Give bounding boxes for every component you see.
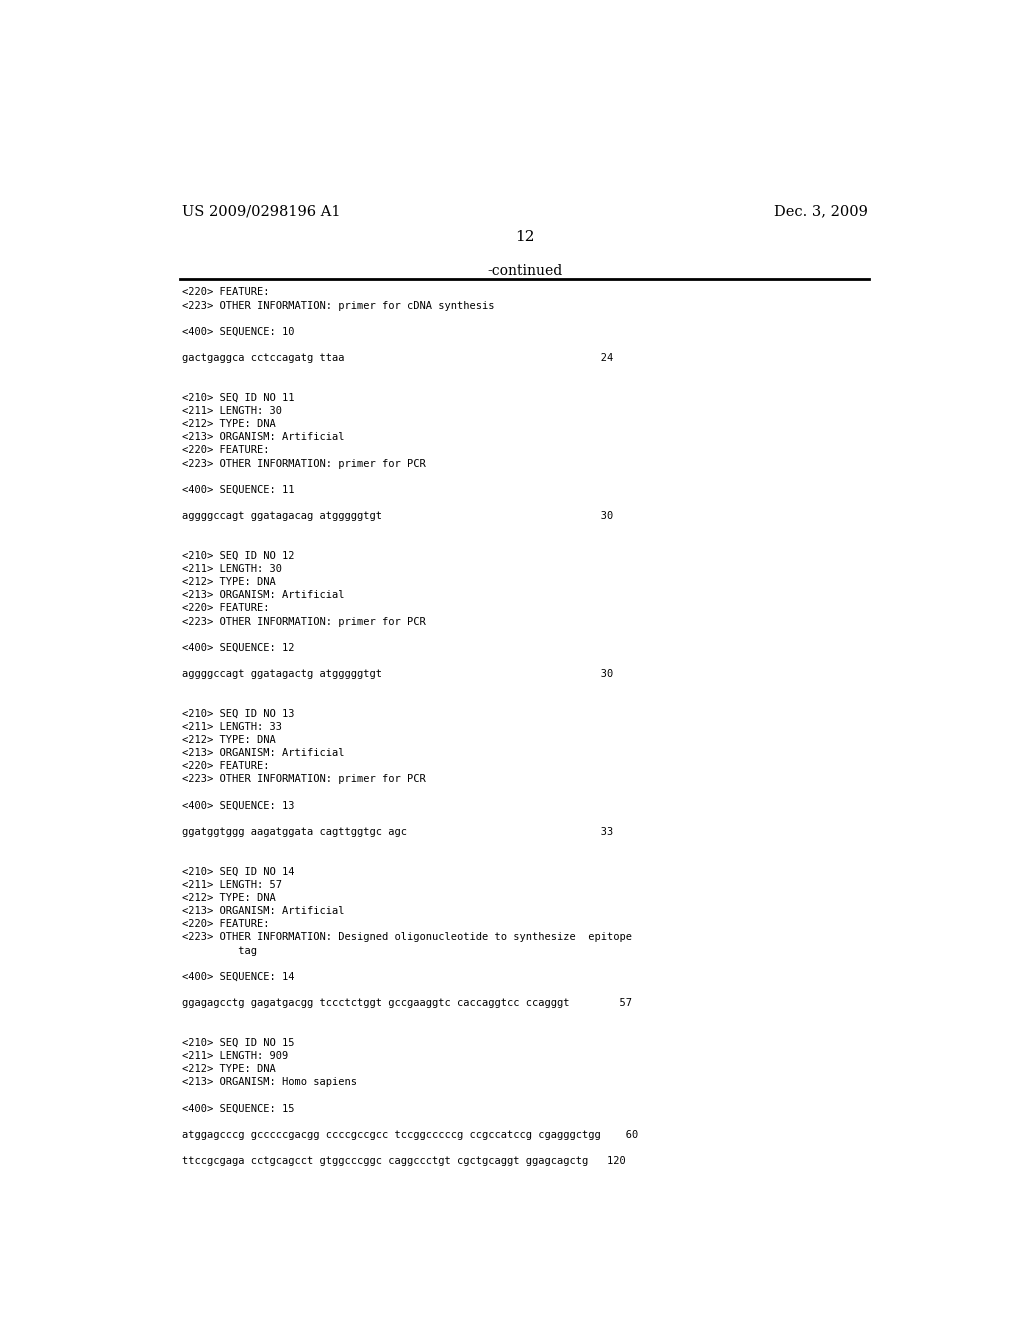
Text: <211> LENGTH: 30: <211> LENGTH: 30: [182, 564, 282, 574]
Text: <212> TYPE: DNA: <212> TYPE: DNA: [182, 1064, 275, 1074]
Text: aggggccagt ggatagactg atgggggtgt                                   30: aggggccagt ggatagactg atgggggtgt 30: [182, 669, 613, 680]
Text: ggagagcctg gagatgacgg tccctctggt gccgaaggtc caccaggtcc ccagggt        57: ggagagcctg gagatgacgg tccctctggt gccgaag…: [182, 998, 632, 1008]
Text: US 2009/0298196 A1: US 2009/0298196 A1: [182, 205, 340, 218]
Text: <212> TYPE: DNA: <212> TYPE: DNA: [182, 892, 275, 903]
Text: <400> SEQUENCE: 15: <400> SEQUENCE: 15: [182, 1104, 295, 1114]
Text: <400> SEQUENCE: 14: <400> SEQUENCE: 14: [182, 972, 295, 982]
Text: <210> SEQ ID NO 11: <210> SEQ ID NO 11: [182, 393, 295, 403]
Text: <220> FEATURE:: <220> FEATURE:: [182, 762, 269, 771]
Text: <212> TYPE: DNA: <212> TYPE: DNA: [182, 577, 275, 587]
Text: <211> LENGTH: 909: <211> LENGTH: 909: [182, 1051, 288, 1061]
Text: <223> OTHER INFORMATION: primer for PCR: <223> OTHER INFORMATION: primer for PCR: [182, 458, 426, 469]
Text: aggggccagt ggatagacag atgggggtgt                                   30: aggggccagt ggatagacag atgggggtgt 30: [182, 511, 613, 521]
Text: <223> OTHER INFORMATION: primer for PCR: <223> OTHER INFORMATION: primer for PCR: [182, 775, 426, 784]
Text: <223> OTHER INFORMATION: primer for PCR: <223> OTHER INFORMATION: primer for PCR: [182, 616, 426, 627]
Text: <400> SEQUENCE: 11: <400> SEQUENCE: 11: [182, 484, 295, 495]
Text: atggagcccg gcccccgacgg ccccgccgcc tccggcccccg ccgccatccg cgagggctgg    60: atggagcccg gcccccgacgg ccccgccgcc tccggc…: [182, 1130, 638, 1140]
Text: <213> ORGANISM: Artificial: <213> ORGANISM: Artificial: [182, 906, 344, 916]
Text: -continued: -continued: [487, 264, 562, 279]
Text: <213> ORGANISM: Artificial: <213> ORGANISM: Artificial: [182, 748, 344, 758]
Text: <213> ORGANISM: Artificial: <213> ORGANISM: Artificial: [182, 432, 344, 442]
Text: <213> ORGANISM: Homo sapiens: <213> ORGANISM: Homo sapiens: [182, 1077, 357, 1088]
Text: <223> OTHER INFORMATION: primer for cDNA synthesis: <223> OTHER INFORMATION: primer for cDNA…: [182, 301, 495, 310]
Text: <210> SEQ ID NO 15: <210> SEQ ID NO 15: [182, 1038, 295, 1048]
Text: Dec. 3, 2009: Dec. 3, 2009: [774, 205, 867, 218]
Text: <220> FEATURE:: <220> FEATURE:: [182, 603, 269, 614]
Text: <210> SEQ ID NO 13: <210> SEQ ID NO 13: [182, 709, 295, 718]
Text: <400> SEQUENCE: 13: <400> SEQUENCE: 13: [182, 801, 295, 810]
Text: <212> TYPE: DNA: <212> TYPE: DNA: [182, 420, 275, 429]
Text: <213> ORGANISM: Artificial: <213> ORGANISM: Artificial: [182, 590, 344, 601]
Text: <400> SEQUENCE: 12: <400> SEQUENCE: 12: [182, 643, 295, 653]
Text: <223> OTHER INFORMATION: Designed oligonucleotide to synthesize  epitope: <223> OTHER INFORMATION: Designed oligon…: [182, 932, 632, 942]
Text: <220> FEATURE:: <220> FEATURE:: [182, 919, 269, 929]
Text: ggatggtggg aagatggata cagttggtgc agc                               33: ggatggtggg aagatggata cagttggtgc agc 33: [182, 828, 613, 837]
Text: <220> FEATURE:: <220> FEATURE:: [182, 288, 269, 297]
Text: gactgaggca cctccagatg ttaa                                         24: gactgaggca cctccagatg ttaa 24: [182, 354, 613, 363]
Text: <210> SEQ ID NO 14: <210> SEQ ID NO 14: [182, 867, 295, 876]
Text: <212> TYPE: DNA: <212> TYPE: DNA: [182, 735, 275, 744]
Text: <220> FEATURE:: <220> FEATURE:: [182, 445, 269, 455]
Text: tag: tag: [182, 945, 257, 956]
Text: ttccgcgaga cctgcagcct gtggcccggc caggccctgt cgctgcaggt ggagcagctg   120: ttccgcgaga cctgcagcct gtggcccggc caggccc…: [182, 1156, 626, 1166]
Text: <400> SEQUENCE: 10: <400> SEQUENCE: 10: [182, 327, 295, 337]
Text: 12: 12: [515, 230, 535, 244]
Text: <211> LENGTH: 33: <211> LENGTH: 33: [182, 722, 282, 731]
Text: <210> SEQ ID NO 12: <210> SEQ ID NO 12: [182, 550, 295, 561]
Text: <211> LENGTH: 57: <211> LENGTH: 57: [182, 880, 282, 890]
Text: <211> LENGTH: 30: <211> LENGTH: 30: [182, 407, 282, 416]
